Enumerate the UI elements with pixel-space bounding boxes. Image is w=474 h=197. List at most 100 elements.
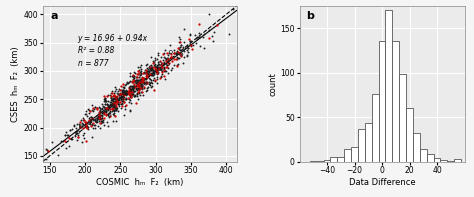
- Point: [151, 80, 158, 83]
- Point: [112, 104, 120, 108]
- Point: [185, 37, 193, 41]
- Point: [113, 100, 121, 103]
- Point: [110, 92, 118, 95]
- Point: [96, 112, 103, 115]
- Point: [137, 86, 144, 89]
- Point: [133, 85, 140, 88]
- Point: [195, 22, 202, 25]
- Point: [81, 118, 88, 121]
- Point: [120, 91, 128, 95]
- Point: [138, 78, 146, 81]
- Point: [118, 96, 125, 99]
- Bar: [406, 108, 413, 162]
- Point: [100, 100, 108, 103]
- Point: [109, 102, 116, 105]
- Point: [105, 111, 112, 114]
- Point: [138, 83, 146, 86]
- Point: [136, 79, 144, 83]
- Point: [135, 88, 142, 92]
- Point: [171, 57, 178, 60]
- Bar: [447, 161, 454, 162]
- Point: [147, 63, 155, 66]
- Point: [119, 98, 127, 101]
- Point: [133, 80, 141, 83]
- Point: [161, 55, 168, 58]
- Point: [83, 115, 91, 118]
- Point: [129, 80, 137, 83]
- Point: [95, 116, 103, 119]
- Point: [71, 125, 78, 128]
- Point: [117, 92, 124, 96]
- Point: [62, 139, 69, 143]
- Point: [76, 124, 84, 127]
- Point: [99, 121, 107, 124]
- Point: [96, 117, 104, 121]
- Point: [176, 51, 183, 55]
- Point: [183, 54, 191, 57]
- Point: [147, 66, 155, 70]
- Point: [140, 72, 148, 75]
- Point: [115, 102, 122, 106]
- Point: [113, 99, 121, 102]
- Point: [102, 107, 110, 110]
- Point: [213, 24, 221, 27]
- Point: [155, 53, 162, 56]
- Point: [112, 95, 119, 98]
- Point: [82, 124, 90, 127]
- Point: [176, 46, 184, 49]
- Point: [129, 93, 137, 96]
- Point: [149, 70, 156, 73]
- Point: [114, 110, 121, 113]
- Point: [74, 135, 82, 138]
- Point: [109, 104, 117, 107]
- Point: [142, 82, 149, 85]
- Point: [153, 68, 161, 71]
- Point: [153, 71, 161, 74]
- Point: [113, 99, 121, 102]
- Point: [156, 62, 164, 65]
- Point: [137, 72, 145, 76]
- Point: [158, 66, 166, 69]
- Point: [108, 108, 116, 111]
- Point: [108, 98, 116, 101]
- Point: [100, 110, 107, 113]
- Point: [80, 136, 88, 139]
- Point: [109, 95, 117, 98]
- Point: [138, 87, 146, 90]
- Point: [133, 86, 140, 90]
- Point: [103, 103, 110, 106]
- Point: [118, 105, 126, 108]
- Point: [106, 113, 113, 116]
- Point: [151, 70, 158, 73]
- Point: [123, 90, 131, 94]
- Point: [130, 86, 137, 89]
- Point: [130, 85, 138, 88]
- Point: [125, 86, 133, 89]
- Point: [119, 88, 127, 92]
- Point: [143, 76, 151, 79]
- Point: [143, 66, 151, 69]
- Point: [123, 90, 131, 93]
- Point: [126, 109, 134, 112]
- Point: [164, 52, 171, 55]
- Point: [102, 109, 109, 112]
- Point: [119, 92, 127, 95]
- Point: [160, 75, 167, 78]
- Point: [136, 78, 144, 81]
- Point: [118, 91, 126, 94]
- Point: [135, 84, 143, 87]
- Point: [108, 103, 116, 106]
- Point: [112, 108, 119, 111]
- Point: [104, 108, 111, 112]
- Point: [93, 116, 101, 119]
- Point: [115, 103, 122, 106]
- Point: [104, 105, 112, 108]
- Point: [177, 44, 185, 47]
- Point: [134, 81, 141, 84]
- Point: [183, 53, 191, 57]
- Point: [137, 84, 145, 87]
- Point: [179, 49, 186, 52]
- Point: [131, 89, 139, 93]
- Point: [180, 40, 188, 43]
- Point: [147, 66, 155, 69]
